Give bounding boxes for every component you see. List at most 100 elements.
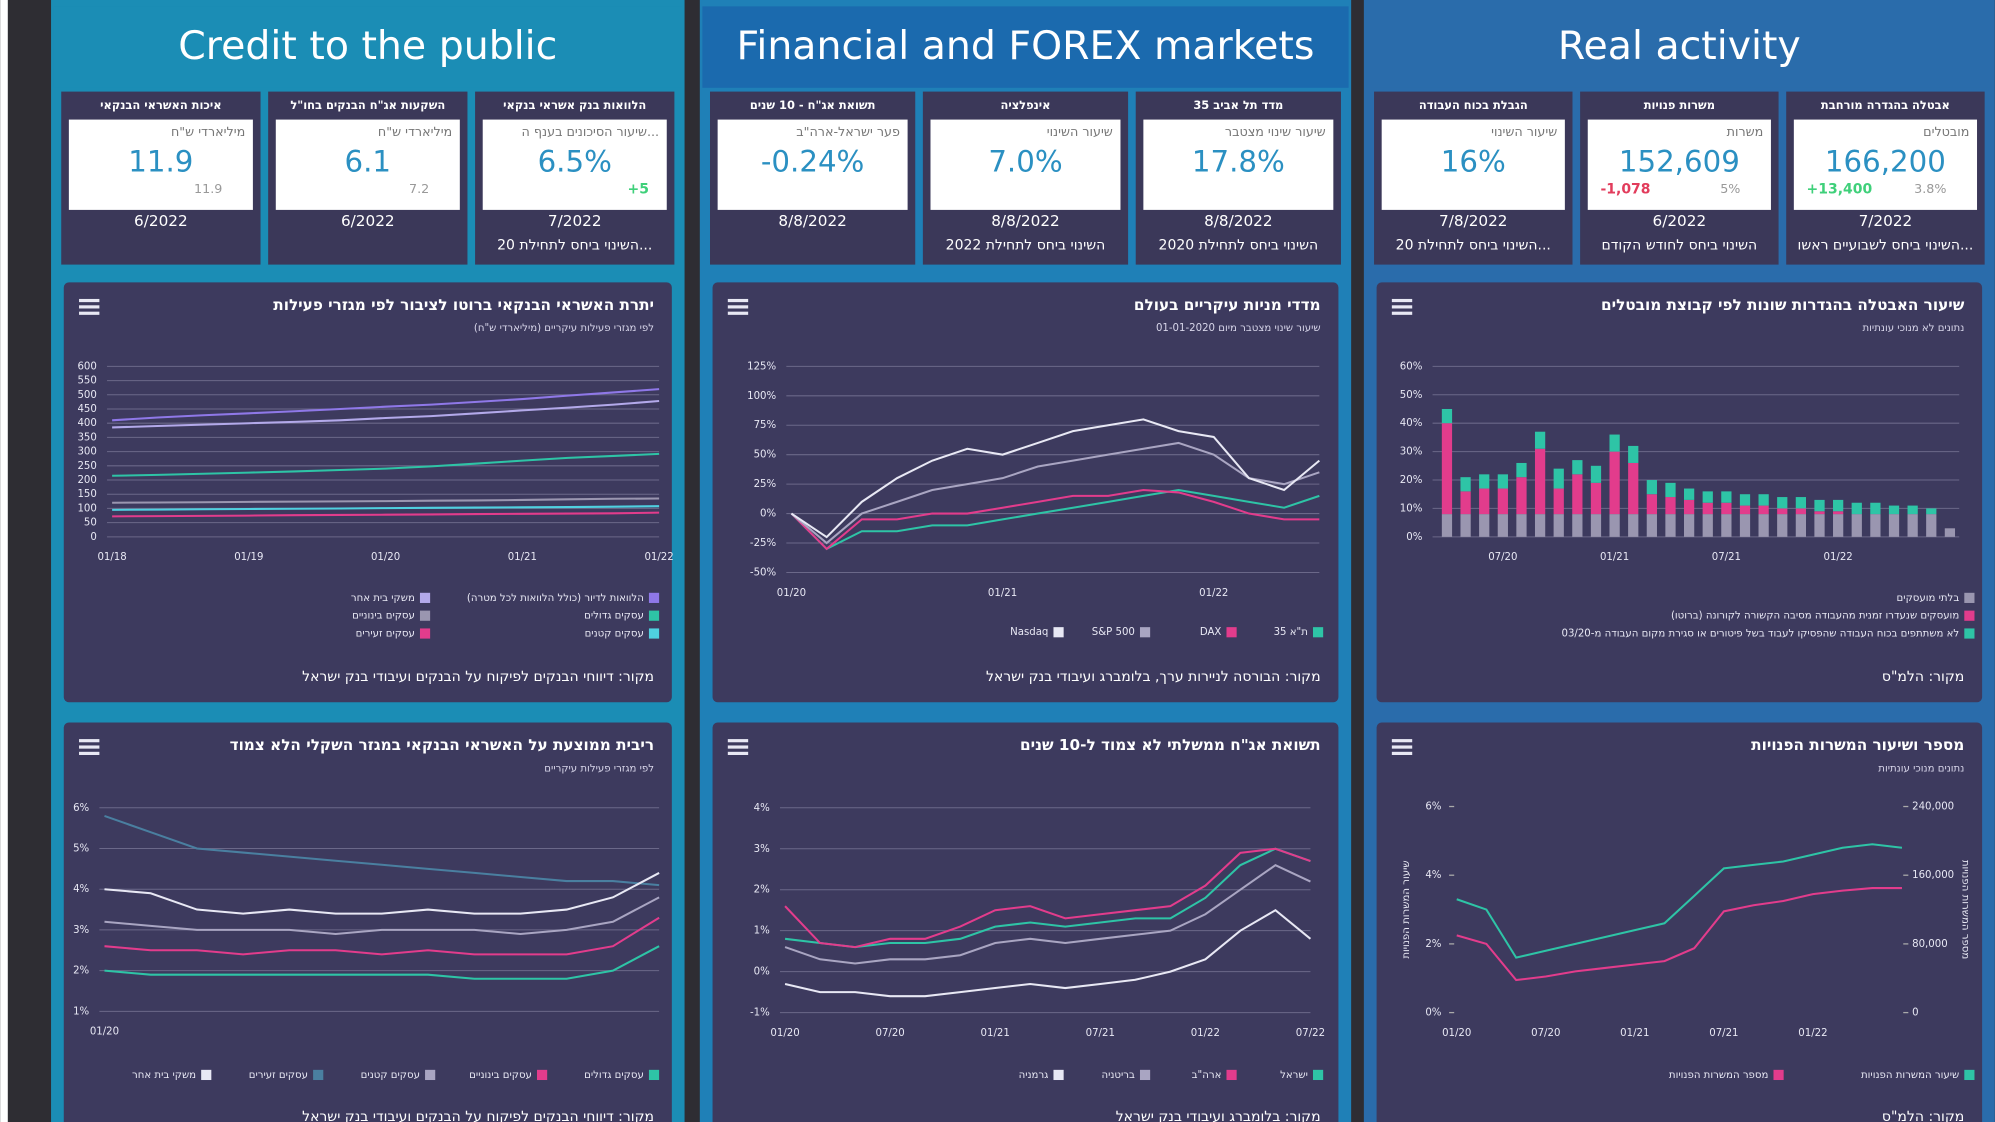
legend-swatch bbox=[1312, 1069, 1324, 1081]
menu-icon[interactable] bbox=[1391, 745, 1413, 749]
menu-icon[interactable] bbox=[1391, 311, 1413, 315]
y2-tick-label: 240,000 bbox=[1912, 802, 1954, 813]
y-tick-label: 250 bbox=[77, 461, 96, 472]
y-tick-label: 50% bbox=[754, 450, 777, 461]
legend-swatch bbox=[1964, 628, 1975, 639]
menu-icon[interactable] bbox=[727, 305, 749, 309]
y-tick-label: 0% bbox=[1425, 1008, 1441, 1019]
kpi-header: משרות פנויות bbox=[1644, 98, 1715, 112]
legend-swatch bbox=[201, 1069, 212, 1081]
bar-segment bbox=[1628, 462, 1639, 515]
chart-subtitle: נתונים מנוכי עונתיות bbox=[1878, 763, 1964, 774]
line-series bbox=[112, 497, 660, 504]
kpi-date: 6/2022 bbox=[341, 212, 395, 230]
menu-icon[interactable] bbox=[727, 745, 749, 749]
bar-segment bbox=[1777, 497, 1788, 509]
bar-segment bbox=[1534, 514, 1546, 537]
chart-source: מקור: הלמ"ס bbox=[1882, 1109, 1964, 1122]
kpi-date: 6/2022 bbox=[134, 212, 188, 230]
x-tick-label: 01/19 bbox=[234, 552, 263, 563]
bar-segment bbox=[1497, 474, 1508, 489]
bar-segment bbox=[1441, 408, 1453, 424]
y-tick-label: 100 bbox=[77, 503, 96, 514]
line-series bbox=[784, 847, 1311, 949]
kpi-value: 7.0% bbox=[988, 144, 1062, 178]
x-tick-label: 07/20 bbox=[875, 1028, 904, 1039]
menu-icon[interactable] bbox=[79, 298, 100, 303]
menu-icon[interactable] bbox=[1391, 305, 1413, 309]
line-series bbox=[112, 399, 660, 429]
legend-swatch bbox=[419, 610, 431, 621]
y-tick-label: 60% bbox=[1400, 361, 1423, 372]
bar-segment bbox=[1777, 514, 1788, 537]
bar-segment bbox=[1758, 494, 1769, 506]
y2-axis-label: מספר המשרות הפנויות bbox=[1960, 860, 1971, 959]
kpi-box bbox=[1143, 119, 1334, 210]
bar-segment bbox=[1516, 514, 1527, 537]
legend-swatch bbox=[648, 592, 660, 603]
bar-segment bbox=[1739, 494, 1751, 506]
y-tick-label: 1% bbox=[754, 926, 770, 937]
line-series bbox=[784, 847, 1311, 949]
column-title: Credit to the public bbox=[178, 23, 557, 69]
y-tick-label: 0% bbox=[754, 967, 770, 978]
bar-segment bbox=[1609, 434, 1620, 452]
bar-segment bbox=[1702, 491, 1713, 503]
chart-title: ריבית ממוצעת על האשראי הבנקאי במגזר השקל… bbox=[230, 736, 654, 754]
menu-icon[interactable] bbox=[727, 739, 749, 743]
chart-subtitle: לפי מגזרי פעילות עיקריים (מיליארדי ש"ח) bbox=[474, 323, 654, 334]
chart-title: שיעור האבטלה בהגדרות שונות לפי קבוצת מוב… bbox=[1601, 296, 1965, 314]
bar-segment bbox=[1907, 514, 1918, 537]
menu-icon[interactable] bbox=[727, 751, 749, 755]
menu-icon[interactable] bbox=[1391, 739, 1413, 743]
kpi-box bbox=[482, 119, 667, 210]
kpi-value: -0.24% bbox=[761, 144, 864, 178]
y-tick-label: 200 bbox=[77, 475, 96, 486]
legend-label: עסקים זעירים bbox=[249, 1070, 308, 1081]
y-tick-label: 50 bbox=[84, 518, 97, 529]
y-tick-label: 2% bbox=[73, 966, 89, 977]
bar-segment bbox=[1758, 505, 1769, 515]
legend-swatch bbox=[1053, 1069, 1064, 1081]
line-series bbox=[112, 452, 660, 477]
legend-label: גרמניה bbox=[1019, 1070, 1049, 1081]
kpi-header: אבטלה בהגדרה מורחבת bbox=[1821, 98, 1950, 112]
x-tick-label: 01/21 bbox=[1600, 552, 1629, 563]
column-title: Real activity bbox=[1558, 23, 1801, 69]
kpi-box bbox=[1793, 119, 1978, 210]
line-series bbox=[790, 488, 1320, 551]
bar-segment bbox=[1665, 497, 1676, 515]
menu-icon[interactable] bbox=[79, 745, 100, 749]
menu-icon[interactable] bbox=[79, 305, 100, 309]
bar-segment bbox=[1926, 508, 1937, 515]
menu-icon[interactable] bbox=[79, 751, 100, 755]
menu-icon[interactable] bbox=[1391, 298, 1413, 303]
y-tick-label: 3% bbox=[754, 844, 770, 855]
kpi-label: מובטלים bbox=[1923, 124, 1969, 139]
kpi-footer: השינוי ביחס לתחילת 2022 bbox=[946, 238, 1106, 254]
column-title-bar bbox=[53, 6, 683, 88]
y-tick-label: -25% bbox=[750, 538, 777, 549]
menu-icon[interactable] bbox=[79, 311, 100, 315]
bar-segment bbox=[1479, 488, 1490, 515]
bar-segment bbox=[1683, 514, 1695, 537]
bar-segment bbox=[1534, 431, 1546, 449]
x-tick-label: 07/20 bbox=[1488, 552, 1517, 563]
bar-segment bbox=[1497, 514, 1508, 537]
legend-swatch bbox=[648, 628, 660, 639]
menu-icon[interactable] bbox=[727, 298, 749, 303]
y-tick-label: 25% bbox=[754, 479, 777, 490]
line-series bbox=[790, 488, 1320, 551]
kpi-box bbox=[1587, 119, 1771, 210]
menu-icon[interactable] bbox=[727, 311, 749, 315]
bar-segment bbox=[1721, 514, 1732, 537]
x-tick-label: 01/21 bbox=[981, 1028, 1010, 1039]
kpi-box bbox=[275, 119, 460, 210]
bar-segment bbox=[1870, 502, 1881, 515]
y-tick-label: -50% bbox=[750, 567, 777, 578]
bar-segment bbox=[1739, 514, 1751, 537]
chart-panel bbox=[1376, 282, 1983, 703]
menu-icon[interactable] bbox=[79, 739, 100, 743]
menu-icon[interactable] bbox=[1391, 751, 1413, 755]
y-tick-label: 3% bbox=[73, 925, 89, 936]
